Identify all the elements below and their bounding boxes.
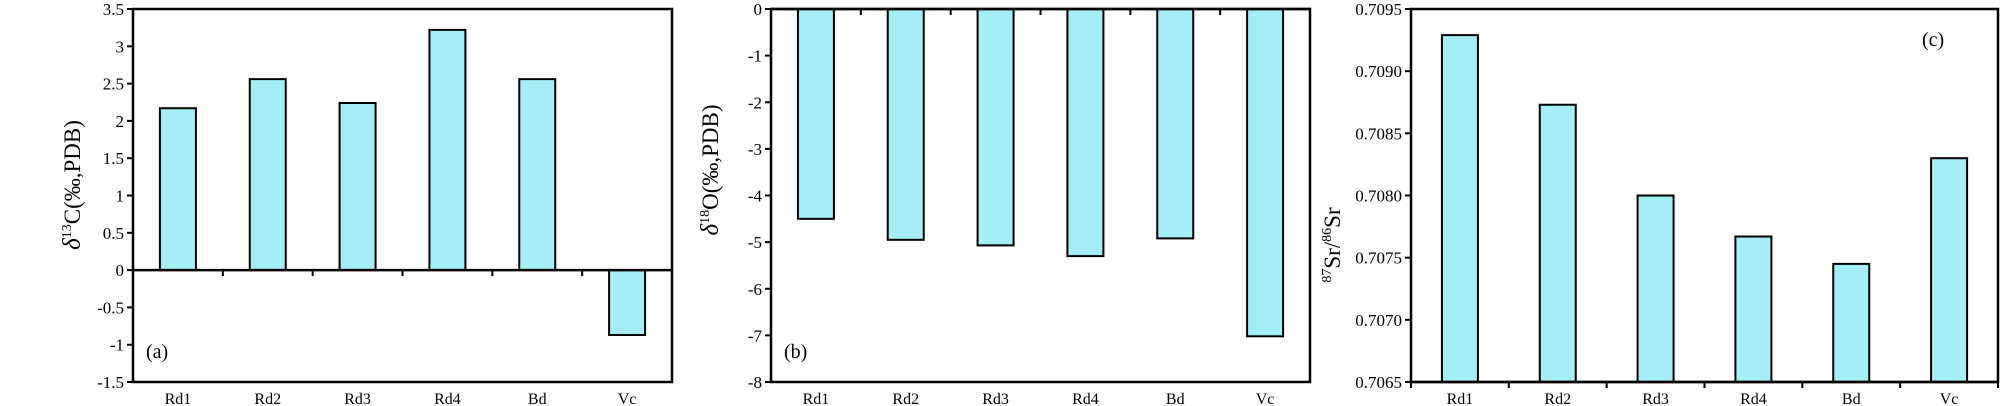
panel-c-y-tick-label: 0.7090 xyxy=(1355,62,1402,81)
panel-b-category-label: Rd2 xyxy=(892,391,919,406)
panel-a-plot-frame xyxy=(131,7,674,384)
panel-c-category-label: Vc xyxy=(1940,391,1959,406)
panel-c-y-tick-label: 0.7070 xyxy=(1355,311,1402,330)
panel-b-y-tick-label: -4 xyxy=(748,187,763,206)
panel-a-bar-bd xyxy=(518,78,557,272)
panel-a-category-label: Vc xyxy=(618,391,637,406)
panel-a-y-tick-label: 1.5 xyxy=(103,149,124,168)
panel-a-y-tick-label: -1.5 xyxy=(97,373,124,392)
panel-a-category-label: Rd3 xyxy=(344,391,371,406)
panel-b-bars xyxy=(796,8,1285,338)
panel-b-y-tick-label: -6 xyxy=(748,280,762,299)
panel-b-bar-bd xyxy=(1156,8,1195,240)
panel-a-y-tick-label: 3 xyxy=(116,37,125,56)
panel-c-plot-frame xyxy=(1409,7,2000,384)
panel-c-bar-rd1 xyxy=(1440,34,1479,384)
panel-a-x-ticks: Rd1 Rd2 Rd3 Rd4 Bd Vc xyxy=(132,270,673,406)
panel-a-y-tick-label: 3.5 xyxy=(103,0,124,19)
panel-c-y-tick-label: 0.7080 xyxy=(1355,187,1402,206)
panel-a-y-tick-label: 0 xyxy=(116,261,125,280)
panel-c-bar-rd4 xyxy=(1734,235,1773,383)
panel-b-y-tick-label: -1 xyxy=(748,47,762,66)
panel-c-bar-bd xyxy=(1832,262,1871,383)
panel-c-y-tick-label: 0.7095 xyxy=(1355,0,1402,19)
panel-b-y-ticks: 0 -1 -2 -3 -4 -5 -6 -7 -8 xyxy=(748,0,771,392)
panel-a-y-tick-label: 0.5 xyxy=(103,224,124,243)
panel-c-category-label: Rd2 xyxy=(1544,391,1571,406)
panel-b-bar-rd4 xyxy=(1066,8,1105,258)
panel-b-y-axis-label: δ18O(‰,PDB) xyxy=(697,104,724,235)
panel-b-y-tick-label: -8 xyxy=(748,373,762,392)
panel-c-bar-rd2 xyxy=(1538,103,1577,383)
panel-c-y-tick-label: 0.7065 xyxy=(1355,373,1402,392)
panel-a-bar-rd3 xyxy=(338,101,377,272)
panel-c-bars xyxy=(1440,34,1969,384)
panel-a-tag: (a) xyxy=(146,341,168,363)
panel-c-y-ticks: 0.7095 0.7090 0.7085 0.7080 0.7075 0.7070 0.70… xyxy=(1355,0,1411,392)
panel-b-y-tick-label: -5 xyxy=(748,233,762,252)
panel-c-y-axis-label: 87Sr/86Sr xyxy=(1320,207,1345,283)
panel-c-category-label: Rd1 xyxy=(1447,391,1474,406)
panel-c-tag: (c) xyxy=(1922,29,1944,51)
panel-c-x-ticks: Rd1 Rd2 Rd3 Rd4 Bd Vc xyxy=(1410,382,1999,406)
panel-b-y-tick-label: -3 xyxy=(748,140,762,159)
panel-b-chart: δ18O(‰,PDB) (b) 0 -1 -2 -3 -4 -5 -6 -7 -8 Rd1 Rd2… xyxy=(697,0,1312,406)
panel-a-chart: δ13C(‰,PDB) (a) 3.5 3 2.5 2 1.5 1 0.5 0 -0.5 -1 -1… xyxy=(59,0,674,406)
panel-a-y-tick-label: -0.5 xyxy=(97,298,124,317)
panel-b-category-label: Rd1 xyxy=(803,391,830,406)
panel-a-bars xyxy=(158,28,647,337)
panel-b-x-ticks: Rd1 Rd2 Rd3 Rd4 Bd Vc xyxy=(770,9,1311,406)
panel-c-category-label: Rd3 xyxy=(1642,391,1669,406)
panel-b-category-label: Bd xyxy=(1166,391,1185,406)
panel-c-bar-vc xyxy=(1930,157,1969,383)
panel-a-category-label: Rd2 xyxy=(254,391,281,406)
panel-b-category-label: Rd4 xyxy=(1072,391,1099,406)
panel-b-plot-frame xyxy=(769,7,1312,384)
panel-a-y-tick-label: 2 xyxy=(116,112,125,131)
panel-b-bar-rd1 xyxy=(796,8,835,220)
panel-b-bar-vc xyxy=(1246,8,1285,338)
panel-b-y-tick-label: -2 xyxy=(748,93,762,112)
panel-a-category-label: Bd xyxy=(528,391,547,406)
panel-a-y-tick-label: 2.5 xyxy=(103,75,124,94)
panel-b-y-tick-label: 0 xyxy=(754,0,763,19)
panel-c-chart: 87Sr/86Sr (c) 0.70950.70900.70850.70800.… xyxy=(1320,0,2000,406)
panel-c-y-tick-label: 0.7085 xyxy=(1355,124,1402,143)
panel-a-bar-rd2 xyxy=(248,78,287,272)
panel-a-bar-rd1 xyxy=(158,107,197,272)
panel-a-y-tick-label: 1 xyxy=(116,187,125,206)
panel-a-bar-rd4 xyxy=(428,28,467,272)
panel-c-bar-rd3 xyxy=(1636,194,1675,383)
panel-b-bar-rd2 xyxy=(886,8,925,241)
panel-b-y-tick-label: -7 xyxy=(748,326,763,345)
panel-c-category-label: Bd xyxy=(1842,391,1861,406)
panel-a-category-label: Rd1 xyxy=(165,391,192,406)
panel-a-y-axis-label: δ13C(‰,PDB) xyxy=(59,120,86,250)
panel-b-tag: (b) xyxy=(784,341,807,363)
panel-c-category-label: Rd4 xyxy=(1740,391,1767,406)
panel-c-y-tick-label: 0.7075 xyxy=(1355,249,1402,268)
panel-a-category-label: Rd4 xyxy=(434,391,461,406)
panel-b-bar-rd3 xyxy=(976,8,1015,247)
panel-a-y-tick-label: -1 xyxy=(110,336,124,355)
panel-b-category-label: Vc xyxy=(1256,391,1275,406)
panel-b-category-label: Rd3 xyxy=(982,391,1009,406)
panel-a-y-ticks: 3.5 3 2.5 2 1.5 1 0.5 0 -0.5 -1 -1.5 xyxy=(97,0,133,392)
panel-a-bar-vc xyxy=(608,269,647,337)
